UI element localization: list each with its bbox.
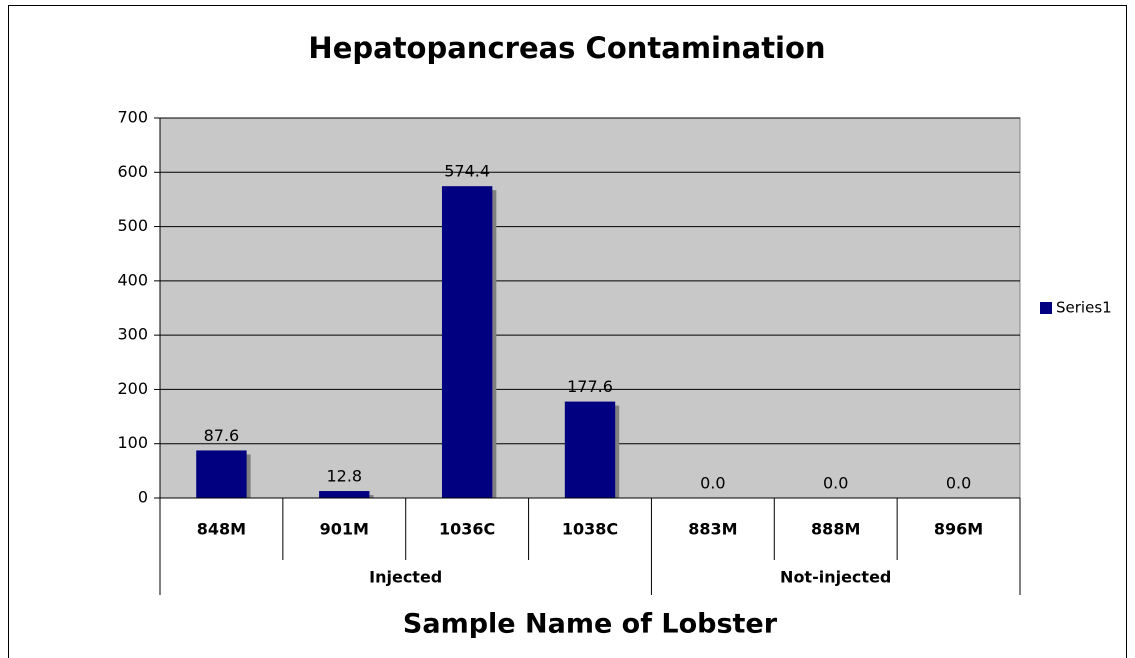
x-tick-label: 888M — [811, 520, 860, 539]
bar — [319, 491, 370, 498]
y-tick-label: 0 — [138, 488, 148, 507]
data-label: 12.8 — [326, 467, 362, 486]
x-tick-label: 883M — [688, 520, 737, 539]
data-label: 0.0 — [823, 474, 848, 493]
y-tick-label: 200 — [117, 379, 148, 398]
legend-label: Series1 — [1056, 299, 1112, 317]
data-label: 177.6 — [567, 377, 613, 396]
bar — [196, 450, 247, 498]
data-label: 0.0 — [946, 474, 971, 493]
y-tick-label: 500 — [117, 216, 148, 235]
chart-title: Hepatopancreas Contamination — [308, 31, 825, 65]
x-axis-title: Sample Name of Lobster — [403, 609, 778, 640]
x-tick-label: 901M — [320, 520, 369, 539]
y-tick-label: 600 — [117, 162, 148, 181]
x-tick-label: 1038C — [562, 520, 618, 539]
y-tick-label: 700 — [117, 108, 148, 127]
x-tick-label: 1036C — [439, 520, 495, 539]
data-label: 0.0 — [700, 474, 725, 493]
x-tick-label: 848M — [197, 520, 246, 539]
group-label: Not-injected — [780, 568, 891, 587]
bar — [564, 401, 616, 498]
data-label: 87.6 — [204, 426, 240, 445]
y-tick-label: 400 — [117, 270, 148, 289]
group-label: Injected — [369, 568, 442, 587]
data-label: 574.4 — [444, 162, 490, 181]
x-tick-label: 896M — [934, 520, 983, 539]
y-tick-label: 300 — [117, 325, 148, 344]
bar — [441, 186, 493, 498]
y-tick-label: 100 — [117, 433, 148, 452]
legend-swatch — [1040, 302, 1052, 314]
